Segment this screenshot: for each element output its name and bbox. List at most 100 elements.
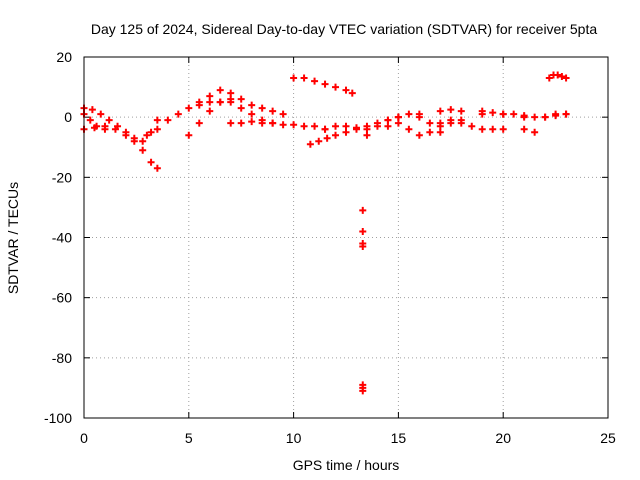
data-point: [206, 107, 214, 115]
data-point: [206, 92, 214, 100]
x-tick-label: 10: [286, 430, 302, 446]
y-tick-label: -100: [44, 410, 72, 426]
data-point: [499, 110, 507, 118]
data-point: [342, 122, 350, 130]
data-point: [311, 77, 319, 85]
data-point: [363, 131, 371, 139]
data-point: [447, 119, 455, 127]
series-trace-11: [363, 110, 444, 139]
data-point: [290, 74, 298, 82]
data-point: [153, 164, 161, 172]
data-point: [436, 107, 444, 115]
data-point: [447, 106, 455, 114]
data-point: [562, 74, 570, 82]
data-point: [373, 122, 381, 130]
series-trace-6: [195, 86, 287, 118]
data-point: [499, 125, 507, 133]
data-point: [545, 74, 553, 82]
data-point: [489, 109, 497, 117]
data-point: [147, 158, 155, 166]
data-point: [216, 98, 224, 106]
data-point: [311, 122, 319, 130]
data-point: [415, 131, 423, 139]
x-tick-label: 0: [80, 430, 88, 446]
data-point: [510, 110, 518, 118]
data-point: [111, 125, 119, 133]
x-tick-label: 5: [185, 430, 193, 446]
data-point: [227, 89, 235, 97]
data-point: [359, 227, 367, 235]
data-point: [248, 118, 256, 126]
data-point: [185, 104, 193, 112]
data-point: [457, 107, 465, 115]
x-tick-label: 20: [495, 430, 511, 446]
series-trace-10: [321, 113, 402, 133]
data-point: [97, 110, 105, 118]
data-point: [359, 206, 367, 214]
data-point: [405, 125, 413, 133]
data-point: [306, 140, 314, 148]
plot-frame: [83, 56, 609, 419]
y-tick-label: -40: [52, 230, 72, 246]
data-point: [342, 86, 350, 94]
data-point: [558, 73, 566, 81]
data-point: [323, 134, 331, 142]
data-point: [86, 116, 94, 124]
data-point: [164, 116, 172, 124]
data-point: [237, 95, 245, 103]
data-point: [394, 119, 402, 127]
data-point: [269, 107, 277, 115]
data-point: [279, 110, 287, 118]
data-point: [332, 131, 340, 139]
data-point: [332, 83, 340, 91]
data-point: [531, 113, 539, 121]
data-point: [290, 121, 298, 129]
data-point: [321, 125, 329, 133]
data-point: [426, 128, 434, 136]
data-point: [269, 119, 277, 127]
data-point: [174, 110, 182, 118]
data-point: [300, 74, 308, 82]
data-points: [80, 71, 570, 395]
data-point: [258, 119, 266, 127]
data-point: [216, 86, 224, 94]
data-point: [426, 119, 434, 127]
y-tick-label: -60: [52, 290, 72, 306]
data-point: [554, 71, 562, 79]
data-point: [321, 80, 329, 88]
data-point: [237, 104, 245, 112]
data-point: [552, 112, 560, 120]
grid-lines: [84, 57, 608, 418]
data-point: [384, 116, 392, 124]
x-tick-label: 25: [600, 430, 616, 446]
data-point: [489, 125, 497, 133]
data-point: [147, 128, 155, 136]
data-point: [520, 125, 528, 133]
data-point: [359, 243, 367, 251]
axis-ticks: [83, 56, 609, 419]
data-point: [195, 98, 203, 106]
data-point: [415, 110, 423, 118]
data-point: [436, 122, 444, 130]
data-point: [101, 125, 109, 133]
chart-title: Day 125 of 2024, Sidereal Day-to-day VTE…: [91, 21, 598, 37]
data-point: [153, 116, 161, 124]
data-point: [520, 112, 528, 120]
data-point: [394, 113, 402, 121]
series-outliers: [359, 206, 367, 395]
data-point: [457, 119, 465, 127]
data-point: [139, 137, 147, 145]
y-axis-label: SDTVAR / TECUs: [5, 182, 21, 294]
data-point: [122, 131, 130, 139]
data-point: [258, 104, 266, 112]
data-point: [478, 125, 486, 133]
data-point: [332, 122, 340, 130]
data-point: [153, 125, 161, 133]
data-point: [227, 98, 235, 106]
data-point: [436, 128, 444, 136]
data-point: [279, 121, 287, 129]
series-trace-15: [478, 107, 570, 121]
x-tick-labels: 0 5 10 15 20 25: [80, 430, 616, 446]
y-tick-label: -80: [52, 350, 72, 366]
data-point: [300, 122, 308, 130]
